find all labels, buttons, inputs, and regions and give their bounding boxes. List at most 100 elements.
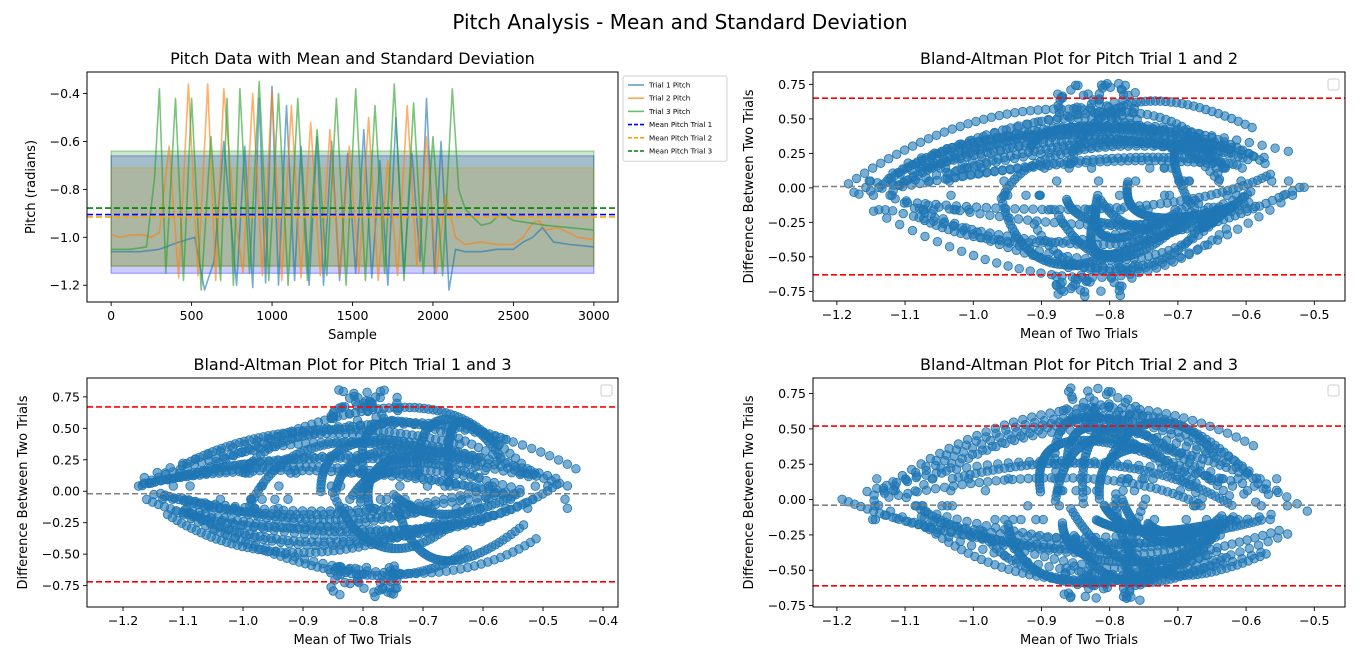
scatter-point	[1079, 287, 1090, 297]
scatter-point	[898, 208, 908, 219]
scatter-point	[956, 139, 966, 149]
scatter-point	[1244, 137, 1255, 148]
scatter-point	[1244, 197, 1254, 208]
y-tick-label: −1.2	[50, 278, 80, 293]
scatter-point	[422, 497, 432, 508]
scatter-point	[919, 205, 929, 215]
scatter-point	[929, 216, 939, 226]
scatter-point	[967, 443, 978, 453]
scatter-point	[1022, 138, 1032, 149]
scatter-point	[1302, 506, 1313, 516]
scatter-point	[562, 481, 573, 491]
scatter-point	[353, 518, 363, 528]
x-tick-label: −0.6	[1231, 307, 1261, 322]
scatter-point	[512, 501, 523, 512]
scatter-point	[506, 482, 516, 492]
scatter-point	[200, 503, 211, 514]
x-tick-label: −1.1	[168, 613, 198, 628]
scatter-point	[1008, 417, 1019, 427]
scatter-point	[1064, 163, 1074, 173]
scatter-point	[560, 494, 570, 505]
scatter-point	[456, 520, 466, 530]
scatter-point	[876, 158, 886, 169]
scatter-point	[1191, 445, 1201, 455]
scatter-point	[1193, 244, 1203, 254]
scatter-point	[1261, 549, 1271, 559]
scatter-point	[967, 224, 977, 235]
scatter-point	[319, 530, 329, 541]
scatter-point	[1231, 135, 1242, 145]
scatter-point	[976, 439, 987, 449]
scatter-point	[1218, 485, 1229, 496]
legend-label: Mean Pitch Trial 3	[649, 147, 712, 156]
scatter-point	[361, 517, 371, 527]
scatter-point	[1190, 195, 1200, 206]
scatter-point	[1122, 427, 1133, 437]
scatter-point	[1004, 143, 1015, 154]
scatter-point	[359, 583, 369, 594]
scatter-point	[503, 457, 513, 468]
scatter-point	[1056, 426, 1066, 436]
scatter-point	[430, 496, 441, 506]
scatter-point	[1113, 426, 1123, 436]
scatter-point	[1232, 224, 1243, 234]
x-tick-label: −0.5	[1299, 613, 1329, 628]
scatter-point	[1030, 136, 1041, 146]
scatter-point	[955, 121, 965, 132]
scatter-point	[982, 445, 992, 455]
y-tick-label: −0.25	[768, 215, 806, 230]
y-tick-label: 0.00	[778, 180, 806, 195]
scatter-point	[1028, 431, 1038, 441]
scatter-point	[1141, 262, 1151, 272]
scatter-point	[1039, 163, 1050, 173]
scatter-point	[1003, 261, 1013, 271]
x-tick-label: 0	[107, 308, 115, 323]
scatter-point	[511, 462, 521, 472]
scatter-point	[1066, 283, 1076, 294]
scatter-point	[335, 481, 346, 491]
scatter-point	[400, 494, 410, 505]
scatter-point	[1018, 106, 1028, 117]
scatter-point	[133, 481, 144, 491]
scatter-point	[986, 112, 997, 123]
scatter-point	[1263, 489, 1274, 500]
scatter-point	[971, 202, 982, 212]
scatter-point	[991, 476, 1001, 486]
scatter-point	[868, 190, 879, 201]
scatter-point	[1184, 248, 1194, 258]
y-tick-label: 0.00	[52, 484, 80, 499]
bland-altman-plot-trial-2-3: Bland-Altman Plot for Pitch Trial 2 and …	[742, 355, 1346, 648]
scatter-point	[884, 153, 894, 164]
scatter-point	[516, 468, 526, 478]
scatter-point	[447, 522, 457, 532]
scatter-point	[1201, 449, 1211, 459]
plot-title: Bland-Altman Plot for Pitch Trial 1 and …	[193, 355, 511, 374]
scatter-point	[393, 403, 403, 414]
scatter-point	[947, 124, 958, 134]
scatter-point	[413, 453, 423, 464]
y-tick-label: 0.50	[52, 421, 80, 436]
y-tick-label: 0.25	[778, 457, 806, 472]
x-axis-label: Sample	[328, 328, 377, 343]
scatter-point	[1178, 558, 1188, 569]
scatter-point	[915, 163, 925, 173]
scatter-point	[439, 494, 449, 505]
scatter-point	[213, 458, 223, 468]
scatter-point	[1051, 176, 1062, 186]
x-tick-label: −1.2	[108, 613, 138, 628]
scatter-point	[957, 222, 968, 233]
scatter-point	[1287, 190, 1298, 201]
scatter-point	[1066, 85, 1076, 95]
scatter-point	[1129, 103, 1140, 114]
scatter-point	[244, 468, 255, 478]
plot-area	[87, 385, 618, 602]
scatter-point	[919, 213, 929, 224]
scatter-point	[385, 530, 396, 541]
scatter-point	[1236, 176, 1246, 186]
x-tick-label: 3000	[578, 308, 610, 323]
scatter-point	[1145, 163, 1155, 173]
x-axis-label: Mean of Two Trials	[1020, 633, 1138, 648]
scatter-point	[355, 468, 365, 478]
scatter-point	[1243, 154, 1253, 165]
scatter-point	[288, 506, 298, 516]
